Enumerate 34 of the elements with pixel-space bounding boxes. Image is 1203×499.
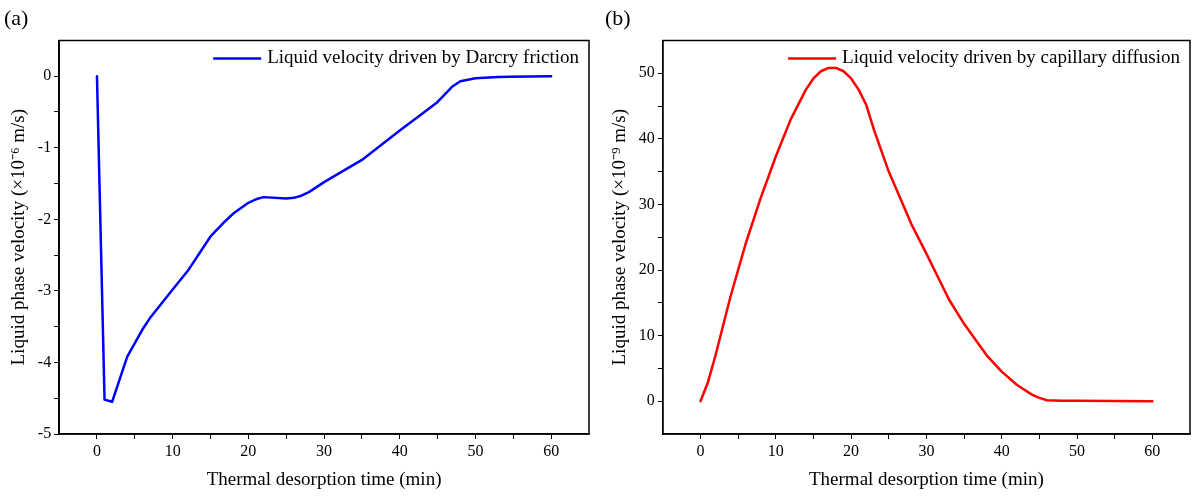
y-tick-label: 10 <box>638 325 655 343</box>
y-tick-label: -3 <box>37 281 52 299</box>
x-tick-label: 40 <box>993 441 1010 459</box>
y-tick-label: 0 <box>43 66 52 84</box>
y-axis-title: Liquid phase velocity (×10⁻⁶ m/s) <box>7 108 30 366</box>
legend-label: Liquid velocity driven by capillary diffusion <box>842 46 1181 68</box>
y-tick-label: 30 <box>638 194 655 212</box>
x-tick-label: 30 <box>918 441 935 459</box>
x-tick-label: 50 <box>1069 441 1086 459</box>
x-tick-label: 60 <box>1144 441 1161 459</box>
y-tick-label: 20 <box>638 260 655 278</box>
chart-title: (b) <box>605 4 631 30</box>
x-axis-title: Thermal desorption time (min) <box>808 467 1044 490</box>
y-tick-label: -4 <box>37 352 52 370</box>
x-tick-label: 30 <box>316 441 333 459</box>
x-tick-label: 0 <box>696 441 705 459</box>
x-tick-label: 10 <box>767 441 784 459</box>
x-axis-title: Thermal desorption time (min) <box>206 467 442 490</box>
y-tick-label: -1 <box>37 137 52 155</box>
x-tick-label: 40 <box>391 441 408 459</box>
x-tick-label: 20 <box>240 441 257 459</box>
x-tick-label: 20 <box>843 441 860 459</box>
legend-label: Liquid velocity driven by Darcry friction <box>267 46 580 68</box>
x-tick-label: 10 <box>164 441 181 459</box>
y-tick-label: 50 <box>638 63 655 81</box>
x-tick-label: 0 <box>92 441 101 459</box>
x-tick-label: 50 <box>467 441 484 459</box>
y-tick-label: -5 <box>37 424 52 442</box>
x-tick-label: 60 <box>543 441 560 459</box>
chart-title: (a) <box>4 4 29 30</box>
y-axis-title: Liquid phase velocity (×10⁻⁹ m/s) <box>608 108 631 366</box>
y-tick-label: 40 <box>638 129 655 146</box>
y-tick-label: -2 <box>37 209 52 227</box>
y-tick-label: 0 <box>646 391 655 409</box>
